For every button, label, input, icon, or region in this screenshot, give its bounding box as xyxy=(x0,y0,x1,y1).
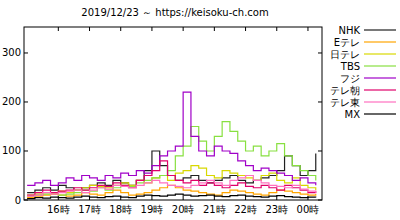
x-tick xyxy=(120,27,121,31)
legend-swatch xyxy=(364,65,396,66)
title: 2019/12/23 ～ https://keisoku-ch.com xyxy=(81,7,268,18)
legend-swatch xyxy=(364,29,396,30)
series-line xyxy=(27,194,316,198)
x-tick xyxy=(89,27,90,31)
series-line xyxy=(27,175,316,196)
x-tick-label: 23時 xyxy=(265,204,288,215)
x-tick-label: 17時 xyxy=(78,204,101,215)
x-tick xyxy=(151,27,152,31)
y-tick xyxy=(318,150,322,151)
legend-swatch xyxy=(364,101,396,102)
x-tick xyxy=(276,27,277,31)
x-tick xyxy=(58,27,59,31)
x-tick-label: 00時 xyxy=(297,204,320,215)
x-tick-label: 19時 xyxy=(141,204,164,215)
legend-swatch xyxy=(364,113,396,114)
x-tick xyxy=(151,196,152,200)
chart: 2019/12/23 ～ https://keisoku-ch.com 0 100 2… xyxy=(0,0,400,220)
x-tick xyxy=(183,27,184,31)
y-tick xyxy=(24,101,28,102)
plot-lines xyxy=(27,92,316,198)
legend-label: NHK xyxy=(338,25,360,36)
legend-swatch xyxy=(364,41,396,42)
legend-label: Eテレ xyxy=(334,37,360,48)
series-line xyxy=(27,151,316,193)
legend-label: フジ xyxy=(340,73,360,84)
legend-swatch xyxy=(364,89,396,90)
x-tick xyxy=(183,196,184,200)
legend-swatch xyxy=(364,53,396,54)
y-tick xyxy=(318,52,322,53)
y-tick-label: 100 xyxy=(2,145,21,156)
y-tick xyxy=(24,52,28,53)
y-tick xyxy=(318,101,322,102)
legend-label: 日テレ xyxy=(330,49,360,60)
legend-label: MX xyxy=(345,109,361,120)
legend-swatch xyxy=(364,77,396,78)
y-tick-label: 0 xyxy=(15,195,21,206)
x-tick xyxy=(214,27,215,31)
x-tick-label: 18時 xyxy=(109,204,132,215)
x-tick-label: 16時 xyxy=(47,204,70,215)
x-tick-label: 22時 xyxy=(234,204,257,215)
legend-label: TBS xyxy=(340,61,360,72)
legend-label: テレ東 xyxy=(330,97,360,108)
x-tick-label: 21時 xyxy=(203,204,226,215)
y-tick-label: 200 xyxy=(2,96,21,107)
x-tick xyxy=(307,27,308,31)
legend-label: テレ朝 xyxy=(330,85,360,96)
series-line xyxy=(27,92,316,185)
plot-frame xyxy=(24,27,322,200)
x-tick xyxy=(245,27,246,31)
y-tick xyxy=(24,150,28,151)
series-line xyxy=(27,161,316,195)
x-tick-label: 20時 xyxy=(172,204,195,215)
y-tick-label: 300 xyxy=(2,47,21,58)
series-line xyxy=(27,122,316,196)
